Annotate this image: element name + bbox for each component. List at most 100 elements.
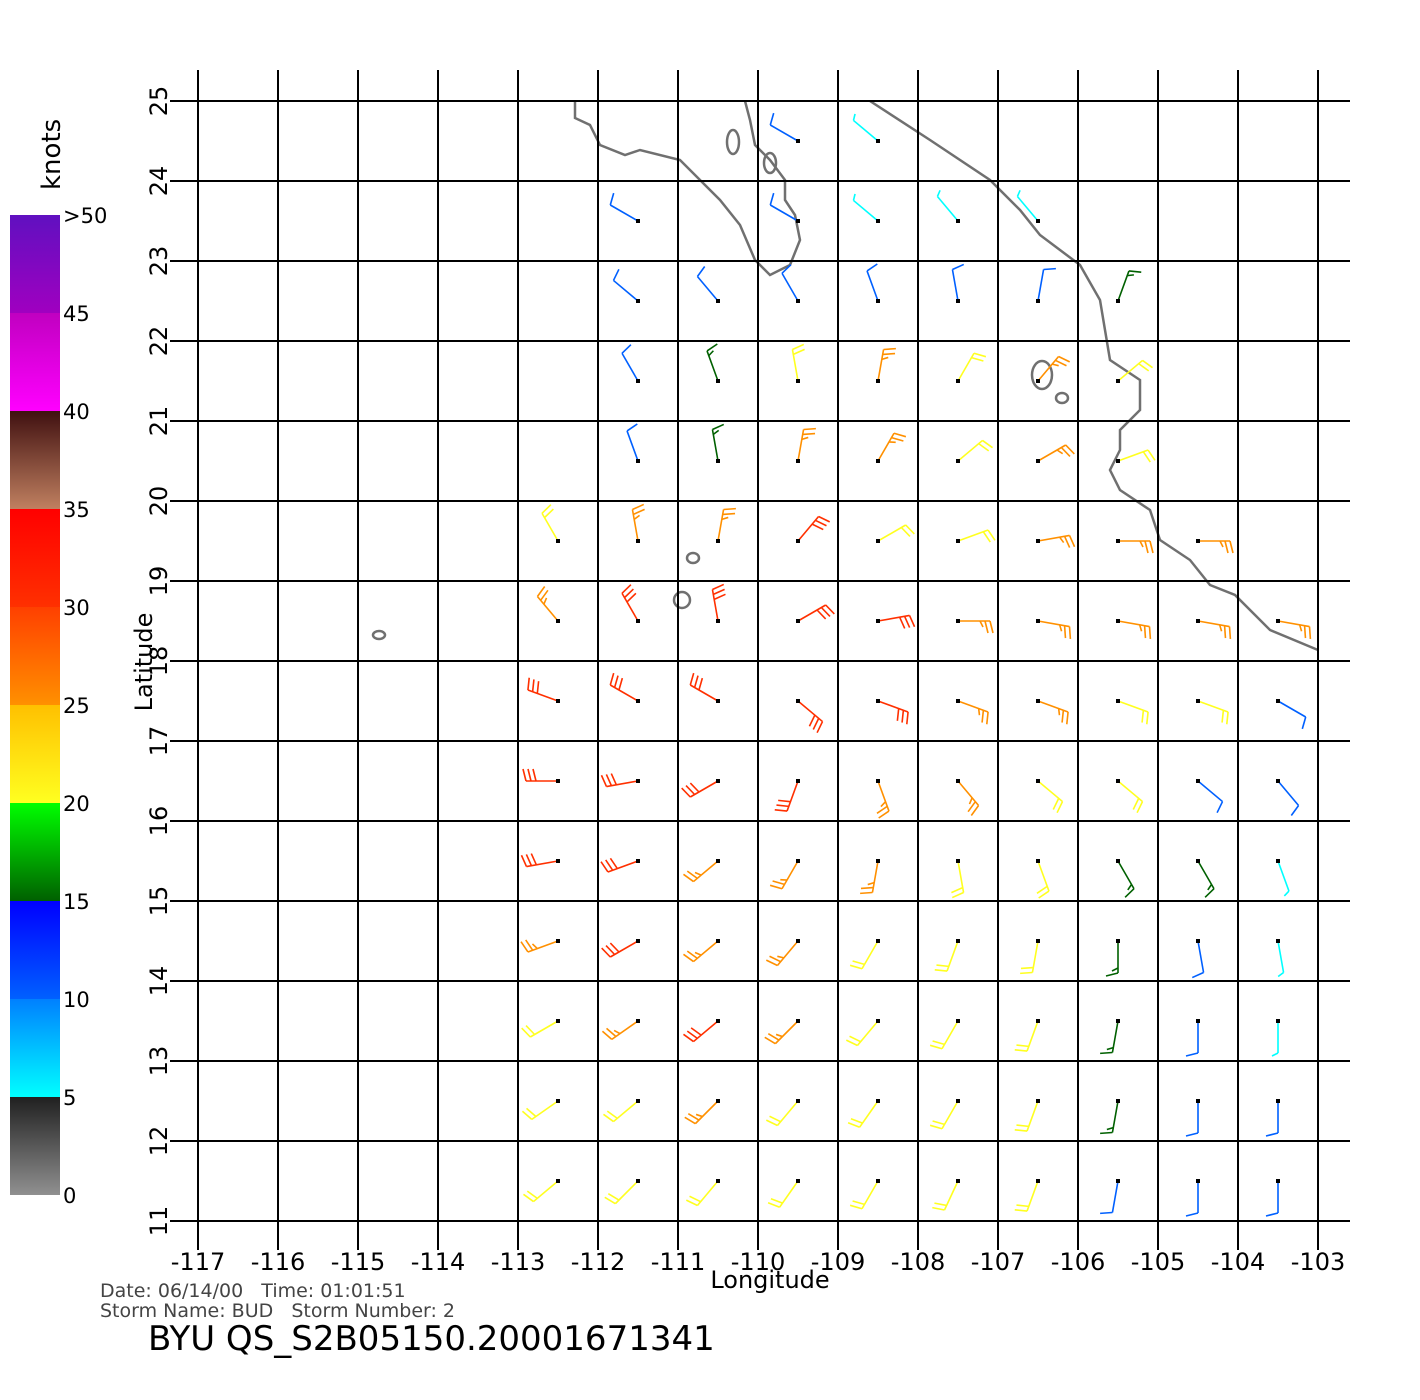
barb-tick	[971, 356, 984, 362]
barb-shaft	[607, 860, 639, 873]
wind-barb	[685, 1179, 720, 1207]
wind-barb	[520, 853, 560, 868]
wind-barb	[765, 939, 800, 967]
barb-station	[1036, 859, 1040, 863]
barb-tick	[765, 959, 778, 967]
barb-tick	[1106, 1046, 1114, 1051]
barb-tick	[1185, 1132, 1199, 1137]
barb-shaft	[527, 689, 559, 702]
barb-tick	[978, 442, 990, 452]
wind-barb	[1014, 1179, 1040, 1212]
island	[1054, 391, 1070, 405]
wind-barb	[1116, 699, 1149, 725]
barb-tick	[698, 677, 704, 691]
barb-tick	[696, 266, 706, 277]
barb-tick	[1068, 626, 1072, 639]
island	[762, 151, 778, 175]
island	[685, 551, 701, 565]
wind-barb	[1196, 699, 1229, 725]
barb-station	[556, 1099, 560, 1103]
barb-shaft	[1016, 195, 1039, 222]
barb-tick	[712, 423, 725, 431]
barb-station	[796, 379, 800, 383]
barb-shaft	[877, 700, 909, 713]
barb-station	[1036, 1099, 1040, 1103]
barb-shaft	[529, 1020, 559, 1038]
y-tick-label: 13	[145, 1046, 173, 1077]
barb-shaft	[711, 589, 719, 622]
barb-shaft	[1117, 700, 1149, 713]
y-tick-label: 20	[145, 486, 173, 517]
mainland-coast	[869, 99, 1319, 652]
barb-station	[636, 219, 640, 223]
y-tick-label: 25	[145, 86, 173, 117]
wind-barb	[796, 604, 835, 623]
barb-tick	[984, 620, 989, 634]
barb-station	[716, 1099, 720, 1103]
barb-tick	[1290, 805, 1300, 816]
barb-tick	[1127, 274, 1134, 277]
barb-station	[1276, 779, 1280, 783]
barb-station	[1036, 619, 1040, 623]
wind-barb	[1116, 779, 1144, 814]
barb-tick	[883, 347, 896, 351]
barb-tick	[811, 523, 824, 531]
wind-barb	[852, 193, 880, 223]
barb-tick	[1016, 1044, 1029, 1048]
barb-shaft	[1037, 444, 1067, 462]
barb-shaft	[852, 199, 879, 222]
wind-barb	[1016, 190, 1040, 223]
barb-tick	[903, 615, 911, 628]
wind-barb	[876, 432, 907, 463]
barb-shaft	[946, 940, 959, 972]
wind-barb	[1036, 355, 1071, 383]
colorbar-tick-label: 35	[63, 498, 90, 522]
barb-tick	[526, 1190, 538, 1200]
x-tick-label: -110	[731, 1248, 785, 1276]
barb-tick	[772, 880, 785, 886]
wind-barb	[929, 1099, 960, 1130]
wind-barb	[711, 423, 725, 463]
barb-tick	[527, 768, 532, 782]
barb-station	[1036, 1179, 1040, 1183]
barb-station	[1196, 1179, 1200, 1183]
barb-tick	[1043, 267, 1056, 271]
wind-barb	[603, 1099, 640, 1123]
barb-tick	[881, 356, 889, 361]
barb-shaft	[1197, 620, 1230, 628]
barb-tick	[633, 514, 641, 520]
wind-barb	[626, 423, 640, 463]
barb-station	[796, 539, 800, 543]
barb-tick	[708, 350, 714, 357]
barb-tick	[1277, 971, 1285, 978]
barb-tick	[1016, 1204, 1029, 1208]
wind-barb	[769, 859, 800, 890]
x-tick-label: -115	[331, 1248, 385, 1276]
wind-barb	[796, 699, 824, 734]
barb-tick	[765, 1119, 778, 1127]
barb-tick	[613, 675, 619, 688]
barb-tick	[816, 609, 827, 620]
barb-tick	[525, 854, 533, 867]
x-tick-label: -107	[971, 1248, 1025, 1276]
barb-station	[556, 859, 560, 863]
barb-tick	[605, 774, 613, 787]
barb-shaft	[1037, 355, 1060, 382]
barb-tick	[685, 1199, 698, 1207]
barb-station	[636, 779, 640, 783]
barb-tick	[901, 710, 905, 723]
wind-barb	[520, 939, 560, 953]
wind-barb	[765, 1099, 800, 1127]
barb-tick	[1036, 885, 1048, 894]
barb-station	[716, 379, 720, 383]
barb-tick	[860, 891, 873, 895]
wind-barb	[1265, 1179, 1280, 1217]
barb-shaft	[1026, 1180, 1039, 1212]
barb-tick	[1228, 626, 1232, 639]
barb-tick	[908, 615, 916, 628]
barb-shaft	[1197, 700, 1229, 713]
y-axis-label: Latitude	[130, 613, 158, 712]
barb-tick	[612, 268, 620, 281]
barb-tick	[686, 870, 698, 880]
barb-tick	[1014, 1048, 1028, 1052]
